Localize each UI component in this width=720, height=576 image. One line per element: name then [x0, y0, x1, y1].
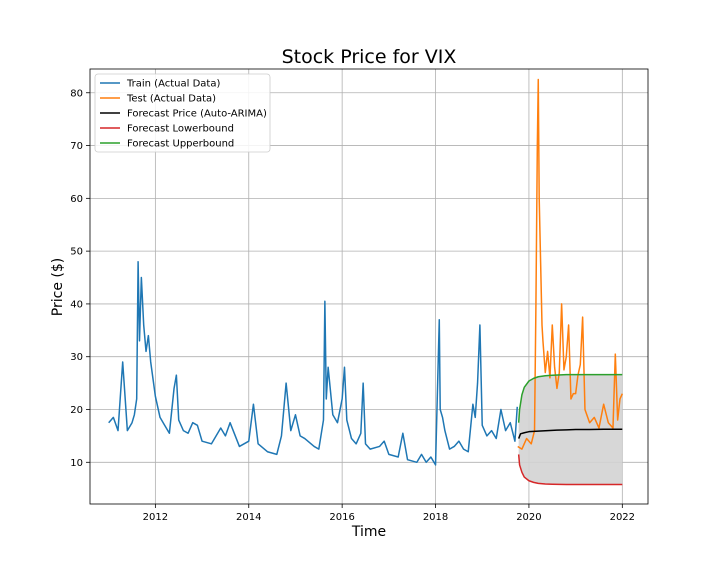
legend-label: Train (Actual Data): [126, 79, 220, 90]
legend-label: Forecast Lowerbound: [127, 124, 234, 135]
series-layer: [108, 78, 624, 486]
x-tick-label: 2020: [516, 512, 541, 523]
series-line-forecast-upperbound: [517, 373, 623, 423]
y-tick-label: 80: [70, 88, 83, 99]
y-axis-title: Price ($): [50, 258, 66, 316]
x-tick-label: 2018: [423, 512, 448, 523]
gridlines: [90, 69, 648, 504]
y-tick-label: 50: [70, 247, 83, 258]
legend-box: [94, 73, 271, 153]
y-tick-label: 20: [70, 405, 83, 416]
legend-label: Forecast Price (Auto-ARIMA): [127, 109, 267, 120]
series-line-forecast-price-auto-arima: [517, 428, 623, 439]
axis-ticks: 2012 2014 2016 2018 2020 2022 10 20 30 40 50 60 70 80: [70, 88, 635, 523]
plot-frame: [89, 68, 649, 505]
x-tick-label: 2022: [610, 512, 635, 523]
legend: Train (Actual Data) Test (Actual Data) For…: [94, 73, 271, 153]
y-tick-label: 40: [70, 299, 83, 310]
x-tick-label: 2014: [236, 512, 261, 523]
series-line-forecast-lowerbound: [517, 454, 623, 486]
x-axis-title: Time: [351, 524, 386, 540]
x-tick-label: 2016: [329, 512, 354, 523]
x-tick-label: 2012: [143, 512, 168, 523]
y-tick-label: 10: [70, 458, 83, 469]
series-line-test-actual-data: [517, 78, 624, 450]
y-tick-label: 70: [70, 141, 83, 152]
chart-title: Stock Price for VIX: [282, 46, 457, 68]
y-tick-label: 60: [70, 194, 83, 205]
series-line-train-actual-data: [108, 260, 519, 466]
legend-label: Test (Actual Data): [126, 94, 216, 105]
legend-label: Forecast Upperbound: [127, 139, 234, 150]
y-tick-label: 30: [70, 352, 83, 363]
